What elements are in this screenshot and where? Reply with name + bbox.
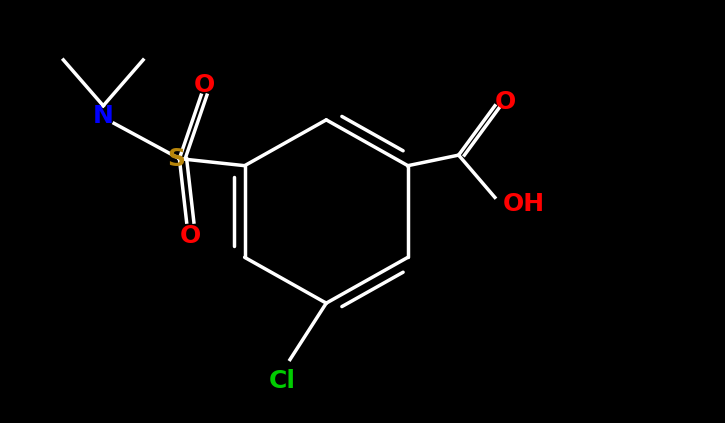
Text: N: N <box>93 104 114 128</box>
Text: Cl: Cl <box>269 369 297 393</box>
Text: O: O <box>180 224 201 248</box>
Text: S: S <box>167 147 185 170</box>
Text: O: O <box>194 73 215 96</box>
Text: O: O <box>495 90 516 114</box>
Text: OH: OH <box>503 192 545 217</box>
